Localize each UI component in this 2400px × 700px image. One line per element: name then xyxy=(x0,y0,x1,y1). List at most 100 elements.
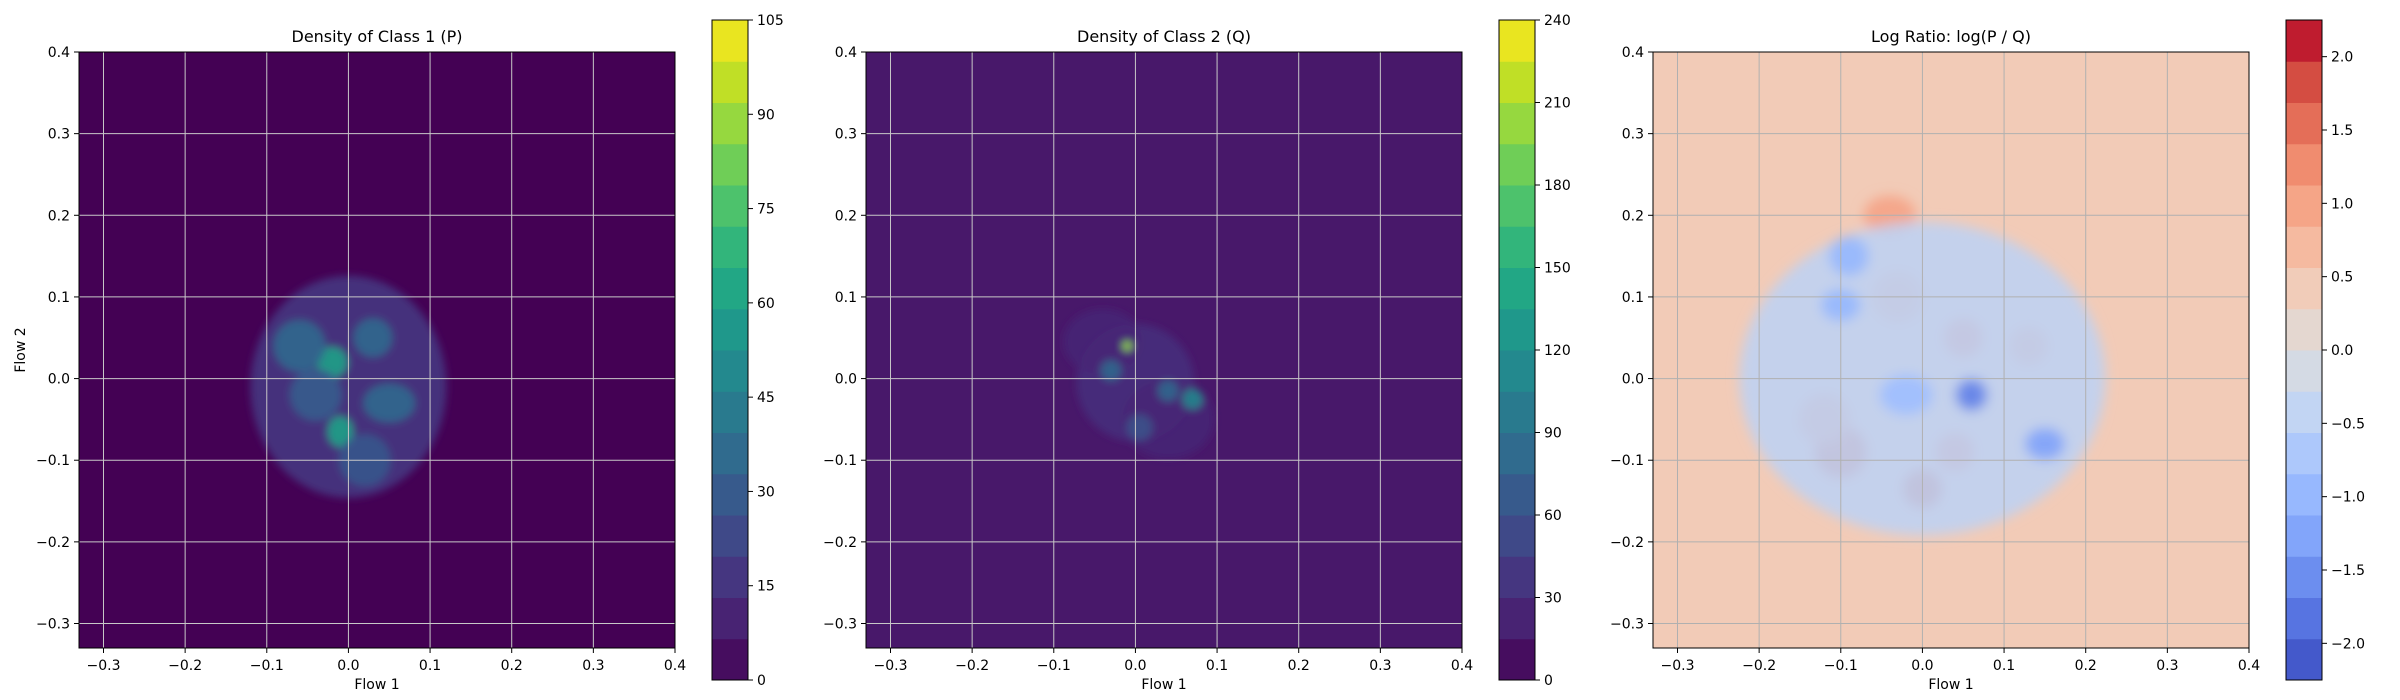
log-ratio-plot-area xyxy=(1653,52,2249,648)
colorbar-tick-label: 120 xyxy=(1544,343,1571,359)
colorbar-band xyxy=(712,556,748,598)
density-p-plot-area xyxy=(79,52,675,648)
y-tick-label: −0.1 xyxy=(823,453,857,469)
colorbar-band xyxy=(712,102,748,145)
colorbar-band xyxy=(1499,185,1535,227)
colorbar-band xyxy=(1499,432,1535,475)
colorbar-band xyxy=(2286,308,2322,351)
colorbar-tick-label: 60 xyxy=(757,296,775,312)
heatmap-blob xyxy=(1100,359,1122,381)
density-q-panel: Density of Class 2 (Q) −0.3 −0.2 −0.1 0.0 0.… xyxy=(823,13,1571,693)
colorbar-tick-label: 90 xyxy=(1544,426,1562,442)
log-ratio-grid xyxy=(1653,52,2249,648)
y-tick-label: 0.3 xyxy=(835,127,857,143)
colorbar-tick-label: 150 xyxy=(1544,261,1571,277)
colorbar-tick-label: 0.5 xyxy=(2331,270,2353,286)
colorbar-band xyxy=(712,515,748,557)
x-tick-label: 0.4 xyxy=(1451,658,1473,674)
y-tick-label: 0.1 xyxy=(835,290,857,306)
density-q-xlabel: Flow 1 xyxy=(1141,677,1186,693)
y-tick-label: −0.3 xyxy=(36,617,70,633)
colorbar-tick-label: 60 xyxy=(1544,508,1562,524)
heatmap-blob xyxy=(316,346,348,378)
colorbar-tick-label: 75 xyxy=(757,202,775,218)
colorbar-band xyxy=(2286,20,2322,62)
colorbar-band xyxy=(2286,143,2322,186)
heatmap-blob xyxy=(353,318,393,358)
heatmap-blob xyxy=(1157,380,1179,402)
x-tick-label: 0.1 xyxy=(419,658,441,674)
colorbar-tick-label: −1.5 xyxy=(2331,563,2365,579)
log-ratio-colorbar: −2.0 −1.5 −1.0 −0.5 0.0 0.5 1.0 1.5 2.0 xyxy=(2285,19,2365,681)
x-tick-label: −0.2 xyxy=(955,658,989,674)
colorbar-tick-label: −2.0 xyxy=(2331,636,2365,652)
density-p-panel: Density of Class 1 (P) −0.3 −0.2 −0.1 0.0 0.… xyxy=(13,13,784,693)
log-ratio-frame xyxy=(1652,51,2250,649)
x-tick-label: 0.0 xyxy=(337,658,359,674)
colorbar-band xyxy=(1499,638,1535,681)
heatmap-blob xyxy=(1063,309,1142,375)
y-tick-label: −0.2 xyxy=(823,535,857,551)
heatmap-blob xyxy=(273,319,326,373)
colorbar-band xyxy=(1499,556,1535,598)
colorbar-band xyxy=(2286,226,2322,268)
colorbar-band xyxy=(2286,185,2322,227)
colorbar-band xyxy=(712,20,748,62)
colorbar-band xyxy=(1499,350,1535,392)
colorbar-band xyxy=(1499,308,1535,351)
density-q-colorbar: 0 30 60 90 120 150 180 210 240 xyxy=(1498,13,1571,689)
y-tick-label: −0.1 xyxy=(36,453,70,469)
colorbar-band xyxy=(2286,432,2322,475)
colorbar-tick-label: 240 xyxy=(1544,13,1571,29)
density-q-ticks: −0.3 −0.2 −0.1 0.0 0.1 0.2 0.3 0.4 −0.3 −0.2 −0.1 0… xyxy=(823,45,1473,674)
density-q-grid xyxy=(866,52,1462,648)
x-tick-label: −0.3 xyxy=(86,658,120,674)
density-p-title: Density of Class 1 (P) xyxy=(292,27,463,46)
density-q-title: Density of Class 2 (Q) xyxy=(1077,27,1251,46)
colorbar-tick-label: 0.0 xyxy=(2331,343,2353,359)
colorbar-tick-label: 210 xyxy=(1544,96,1571,112)
heatmap-blob xyxy=(327,415,354,448)
colorbar-tick-label: 30 xyxy=(1544,591,1562,607)
density-p-ticks: −0.3 −0.2 −0.1 0.0 0.1 0.2 0.3 0.4 −0.3 −0.2 −0.1 0… xyxy=(36,45,686,674)
colorbar-band xyxy=(712,473,748,516)
colorbar-tick-label: 30 xyxy=(757,484,775,500)
colorbar-band xyxy=(712,638,748,681)
heatmap-blob xyxy=(289,368,342,422)
colorbar-tick-label: 0 xyxy=(757,673,766,689)
y-tick-label: 0.2 xyxy=(835,208,857,224)
x-tick-label: 0.4 xyxy=(664,658,686,674)
colorbar-band xyxy=(2286,350,2322,392)
y-tick-label: 0.4 xyxy=(48,45,70,61)
heatmap-blob xyxy=(1879,375,1933,415)
colorbar-frame xyxy=(711,19,749,681)
density-q-plot-area xyxy=(866,52,1462,648)
colorbar-band xyxy=(1499,20,1535,62)
y-tick-label: −0.2 xyxy=(36,535,70,551)
colorbar-tick-label: 180 xyxy=(1544,178,1571,194)
density-p-frame xyxy=(78,51,676,649)
colorbar-tick-label: 45 xyxy=(757,390,775,406)
density-p-grid xyxy=(79,52,675,648)
y-tick-label: 0.0 xyxy=(835,372,857,388)
x-tick-label: −0.1 xyxy=(1037,658,1071,674)
colorbar-band xyxy=(2286,102,2322,145)
y-tick-label: 0.3 xyxy=(1622,127,1644,143)
colorbar-band xyxy=(712,350,748,392)
colorbar-tick-label: 2.0 xyxy=(2331,50,2353,66)
heatmap-blob xyxy=(1122,340,1133,352)
log-ratio-title: Log Ratio: log(P / Q) xyxy=(1871,27,2031,46)
colorbar-tick-label: 105 xyxy=(757,13,784,29)
colorbar-tick-label: −1.0 xyxy=(2331,490,2365,506)
colorbar-band xyxy=(712,391,748,433)
x-tick-label: −0.3 xyxy=(873,658,907,674)
colorbar-tick-label: 1.0 xyxy=(2331,196,2353,212)
colorbar-band xyxy=(712,432,748,475)
log-ratio-xlabel: Flow 1 xyxy=(1928,677,1973,693)
colorbar-band xyxy=(1499,515,1535,557)
x-tick-label: 0.1 xyxy=(1206,658,1228,674)
colorbar-band xyxy=(2286,391,2322,433)
y-tick-label: −0.1 xyxy=(1610,453,1644,469)
colorbar-band xyxy=(2286,267,2322,310)
